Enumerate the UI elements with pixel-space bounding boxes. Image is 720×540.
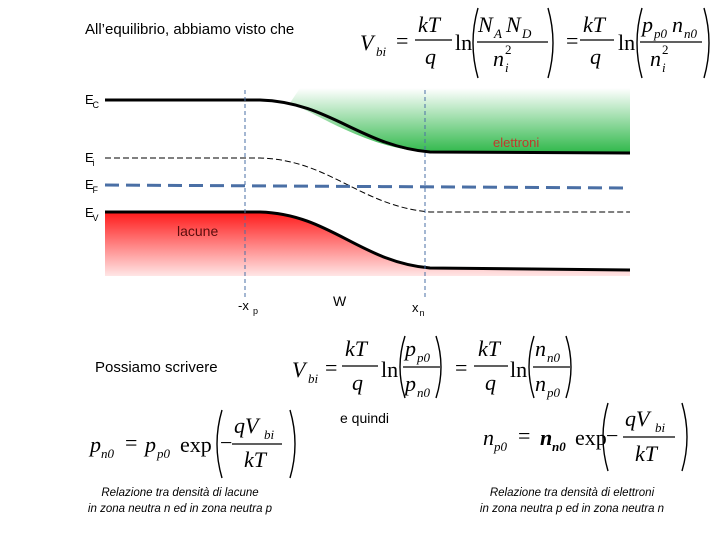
equation-token: q <box>485 370 496 395</box>
intro-text: All’equilibrio, abbiamo visto che <box>85 21 294 38</box>
parenthesis <box>399 335 442 399</box>
valence-band <box>105 210 631 272</box>
equation-token: bi <box>376 44 387 59</box>
ec-label-sub: C <box>93 100 100 110</box>
parenthesis <box>602 402 688 472</box>
equation-token: D <box>521 26 532 41</box>
ev-label: E <box>85 205 94 220</box>
equation-token: ln <box>455 30 472 55</box>
equation-token: n <box>493 46 504 71</box>
equation-token: p <box>143 432 156 457</box>
equation-token: kT <box>345 336 369 361</box>
equation-token: V <box>292 357 308 382</box>
equation-token: = <box>518 423 530 448</box>
hole-region <box>105 212 630 276</box>
electrons-label: elettroni <box>493 135 539 150</box>
equation-token: n0 <box>684 26 698 41</box>
connector-text: e quindi <box>340 410 389 426</box>
parenthesis <box>528 335 572 399</box>
equation-token: kT <box>418 12 442 37</box>
equation-token: kT <box>244 447 268 472</box>
equation-token: n0 <box>417 385 431 400</box>
equation-token: p0 <box>416 350 431 365</box>
equation-token: ln <box>381 357 398 382</box>
parenthesis <box>216 409 296 479</box>
intrinsic-level <box>105 157 630 213</box>
caption-right-1: Relazione tra densità di elettroni <box>490 487 655 499</box>
equation-token: 2 <box>505 42 512 57</box>
parenthesis <box>636 7 710 79</box>
equation-token: q <box>352 370 363 395</box>
equation-token: ln <box>510 357 527 382</box>
conduction-band <box>105 98 631 155</box>
equation-token: ln <box>618 30 635 55</box>
ev-label-sub: V <box>93 213 99 223</box>
equation-token: − <box>220 430 232 455</box>
electron-region <box>290 88 630 153</box>
equation-token: kT <box>635 441 659 466</box>
xn-label: x <box>412 300 419 315</box>
equation-token: p <box>403 371 416 396</box>
equation-token: kT <box>583 12 607 37</box>
equation-token: = <box>396 28 408 53</box>
equation-token: p0 <box>653 26 668 41</box>
ef-label: E <box>85 177 94 192</box>
caption-left-2: in zona neutra n ed in zona neutra p <box>88 503 273 515</box>
equation-token: p <box>640 12 653 37</box>
equation-token: i <box>662 60 666 75</box>
caption-left-1: Relazione tra densità di lacune <box>101 487 258 499</box>
equation-token: i <box>505 60 509 75</box>
equation-token: n <box>540 425 552 450</box>
equation-token: A <box>493 26 502 41</box>
equation-token: p <box>88 432 101 457</box>
equation-token: bi <box>264 427 275 442</box>
equation-token: exp <box>575 425 607 450</box>
fermi-level <box>104 183 631 190</box>
equation-token: = <box>566 28 578 53</box>
equation-token: n0 <box>552 439 566 454</box>
ei-label-sub: i <box>93 158 95 168</box>
equation-token: q <box>590 44 601 69</box>
equation-token: qV <box>234 413 261 438</box>
equation-token: exp <box>180 432 212 457</box>
holes-label: lacune <box>177 223 218 239</box>
ef-label-sub: F <box>93 185 99 195</box>
equation-token: p0 <box>156 446 171 461</box>
lead-text: Possiamo scrivere <box>95 359 218 376</box>
xp-label-sub: p <box>253 306 258 316</box>
equation-token: bi <box>308 371 319 386</box>
w-label: W <box>333 293 347 309</box>
equation-token: N <box>477 12 494 37</box>
equation-token: − <box>606 423 618 448</box>
equation-token: n <box>535 371 546 396</box>
equation-token: = <box>125 430 137 455</box>
equation-token: kT <box>478 336 502 361</box>
xp-label: -x <box>238 298 249 313</box>
ei-label: E <box>85 150 94 165</box>
equation-token: p <box>403 336 416 361</box>
equation-token: n <box>483 425 494 450</box>
equation-token: q <box>425 44 436 69</box>
equation-token: p0 <box>546 385 561 400</box>
parenthesis <box>472 7 554 79</box>
ec-label: E <box>85 92 94 107</box>
equation-token: n <box>535 336 546 361</box>
equation-token: 2 <box>662 42 669 57</box>
equation-token: p0 <box>493 439 508 454</box>
equation-token: n0 <box>101 446 115 461</box>
xn-label-sub: n <box>420 308 425 318</box>
equation-token: = <box>455 355 467 380</box>
equation-token: n0 <box>547 350 561 365</box>
equation-token: = <box>325 355 337 380</box>
equation-token: n <box>672 12 683 37</box>
equation-token: V <box>360 30 376 55</box>
caption-right-2: in zona neutra p ed in zona neutra n <box>480 503 664 515</box>
equation-token: bi <box>655 420 666 435</box>
equation-token: N <box>505 12 522 37</box>
equation-token: n <box>650 46 661 71</box>
equation-token: qV <box>625 406 652 431</box>
